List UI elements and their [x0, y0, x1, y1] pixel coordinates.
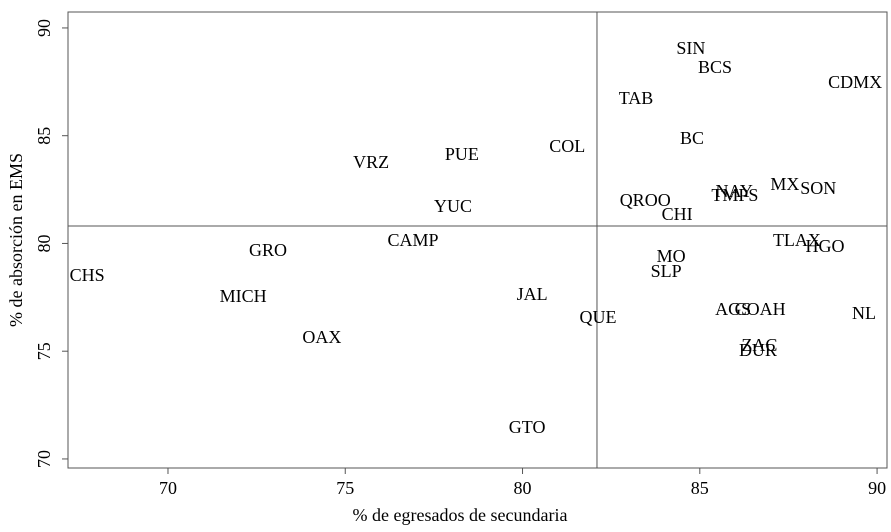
point-label: GTO [509, 417, 546, 437]
point-label: SIN [676, 38, 705, 58]
x-tick-label: 85 [691, 478, 709, 498]
point-label: BCS [698, 57, 732, 77]
point-label: CDMX [828, 72, 882, 92]
x-tick-label: 75 [336, 478, 354, 498]
point-label: JAL [517, 284, 548, 304]
point-label: NL [852, 303, 876, 323]
point-label: OAX [302, 327, 341, 347]
point-label: QROO [620, 190, 671, 210]
point-label: ZAC [741, 335, 777, 355]
y-tick-label: 75 [34, 342, 54, 360]
point-label: COAH [735, 299, 786, 319]
x-tick-label: 80 [514, 478, 532, 498]
point-label: DUR [739, 340, 777, 360]
point-label: CAMP [387, 230, 438, 250]
point-label: AGS [715, 299, 751, 319]
x-axis-title: % de egresados de secundaria [353, 505, 568, 525]
point-label: NAY [716, 181, 753, 201]
plot-frame [67, 11, 888, 469]
x-tick-label: 90 [868, 478, 886, 498]
y-axis-title: % de absorción en EMS [6, 153, 26, 327]
y-tick-label: 70 [34, 450, 54, 468]
point-label: TAB [619, 88, 654, 108]
point-label: MO [657, 246, 686, 266]
point-label: COL [549, 136, 585, 156]
point-label: HGO [805, 236, 844, 256]
point-label: CHS [70, 265, 105, 285]
point-label: YUC [434, 196, 472, 216]
point-label: PUE [445, 144, 479, 164]
y-tick-label: 85 [34, 127, 54, 145]
point-label: MX [770, 174, 799, 194]
point-label: VRZ [353, 152, 389, 172]
point-label: TLAX [773, 230, 821, 250]
point-label: SON [800, 178, 836, 198]
x-tick-label: 70 [159, 478, 177, 498]
point-label: BC [680, 128, 704, 148]
point-label: SLP [651, 261, 682, 281]
y-tick-label: 80 [34, 234, 54, 252]
point-label: TMPS [711, 185, 758, 205]
point-label: MICH [220, 286, 267, 306]
y-tick-label: 90 [34, 19, 54, 37]
point-label: GRO [249, 240, 287, 260]
point-label: QUE [580, 307, 617, 327]
point-label: CHI [662, 204, 693, 224]
